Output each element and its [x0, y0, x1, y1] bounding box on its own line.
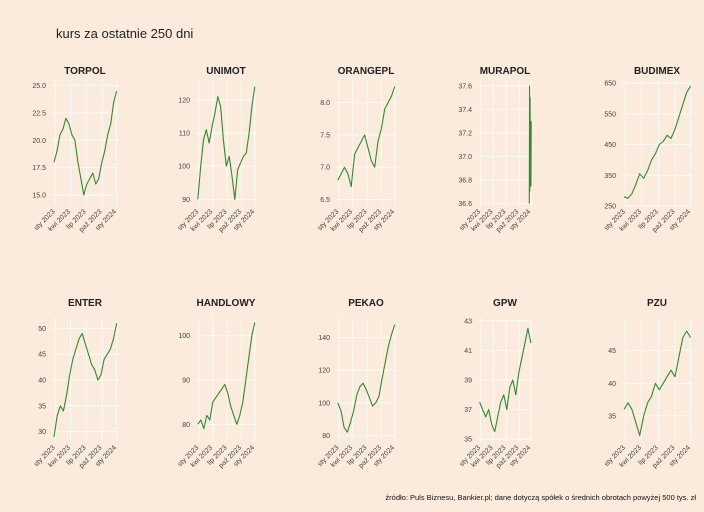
- y-tick-label: 80: [322, 433, 330, 440]
- y-tick-label: 41: [464, 348, 472, 355]
- series-line: [623, 85, 692, 199]
- y-tick-label: 37.0: [458, 154, 472, 161]
- y-tick-label: 7.0: [320, 165, 330, 172]
- y-tick-label: 30: [38, 429, 46, 436]
- page-title: kurs za ostatnie 250 dni: [56, 26, 194, 41]
- y-tick-label: 35: [608, 413, 616, 420]
- panel-title: PEKAO: [348, 298, 384, 309]
- panel-title: PZU: [647, 298, 667, 309]
- y-tick-label: 140: [318, 335, 330, 342]
- y-tick-label: 20.0: [32, 138, 46, 145]
- y-tick-label: 100: [318, 400, 330, 407]
- y-tick-label: 8.0: [320, 100, 330, 107]
- y-tick-label: 37.2: [458, 130, 472, 137]
- y-tick-label: 50: [38, 326, 46, 333]
- series-line: [623, 330, 692, 437]
- y-tick-label: 36.6: [458, 201, 472, 208]
- y-tick-label: 36.8: [458, 178, 472, 185]
- y-tick-label: 15.0: [32, 193, 46, 200]
- panel-title: UNIMOT: [206, 66, 245, 77]
- y-tick-label: 90: [182, 378, 190, 385]
- panel-title: HANDLOWY: [197, 298, 256, 309]
- panel-title: GPW: [493, 298, 517, 309]
- source-note: źródło: Puls Biznesu, Bankier.pl; dane d…: [385, 493, 696, 502]
- y-tick-label: 40: [38, 378, 46, 385]
- series-line: [53, 323, 118, 437]
- y-tick-label: 17.5: [32, 165, 46, 172]
- panel-title: ORANGEPL: [338, 66, 395, 77]
- series-line: [197, 322, 256, 430]
- y-tick-label: 43: [464, 318, 472, 325]
- y-tick-label: 650: [604, 81, 616, 88]
- y-tick-label: 45: [608, 348, 616, 355]
- series-line: [479, 327, 532, 433]
- y-tick-label: 37.4: [458, 107, 472, 114]
- y-tick-label: 39: [464, 378, 472, 385]
- y-tick-label: 80: [182, 422, 190, 429]
- y-tick-label: 350: [604, 173, 616, 180]
- y-tick-label: 22.5: [32, 110, 46, 117]
- y-tick-label: 100: [178, 164, 190, 171]
- series-line: [197, 86, 256, 200]
- series-line: [528, 85, 532, 204]
- series-line: [337, 86, 396, 188]
- y-tick-label: 250: [604, 204, 616, 211]
- y-tick-label: 6.5: [320, 197, 330, 204]
- y-tick-label: 100: [178, 333, 190, 340]
- y-tick-label: 25.0: [32, 83, 46, 90]
- y-tick-label: 110: [179, 131, 190, 138]
- panel-title: MURAPOL: [480, 66, 531, 77]
- y-tick-label: 7.5: [320, 132, 330, 139]
- y-tick-label: 37: [464, 407, 472, 414]
- y-tick-label: 35: [38, 403, 46, 410]
- y-tick-label: 45: [38, 352, 46, 359]
- panel-title: TORPOL: [64, 66, 105, 77]
- y-tick-label: 40: [608, 381, 616, 388]
- series-line: [337, 324, 396, 433]
- y-tick-label: 35: [464, 437, 472, 444]
- panel-title: BUDIMEX: [634, 66, 680, 77]
- y-tick-label: 120: [318, 368, 330, 375]
- y-tick-label: 550: [604, 111, 616, 118]
- y-tick-label: 90: [182, 197, 190, 204]
- y-tick-label: 450: [604, 142, 616, 149]
- y-tick-label: 120: [178, 97, 190, 104]
- series-line: [53, 90, 118, 196]
- panel-title: ENTER: [68, 298, 103, 309]
- y-tick-label: 37.6: [458, 83, 472, 90]
